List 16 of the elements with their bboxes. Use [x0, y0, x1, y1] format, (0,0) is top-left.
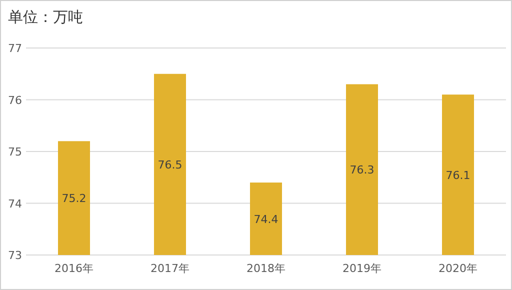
y-tick-label: 73: [8, 249, 22, 262]
y-tick-label: 76: [8, 94, 22, 107]
data-label: 75.2: [62, 192, 86, 206]
x-tick-label: 2017年: [150, 262, 190, 275]
data-label: 76.3: [350, 164, 374, 177]
y-tick-label: 74: [8, 197, 22, 210]
chart-title: 单位：万吨: [8, 8, 83, 26]
data-label: 74.4: [254, 212, 278, 226]
x-tick-label: 2019年: [342, 262, 382, 275]
x-tick-label: 2018年: [246, 262, 286, 275]
y-tick-label: 77: [8, 42, 22, 55]
x-tick-label: 2016年: [54, 262, 94, 275]
data-label: 76.1: [446, 168, 470, 182]
y-tick-label: 75: [8, 146, 22, 158]
data-label: 76.5: [158, 158, 182, 172]
x-tick-label: 2020年: [438, 262, 478, 275]
